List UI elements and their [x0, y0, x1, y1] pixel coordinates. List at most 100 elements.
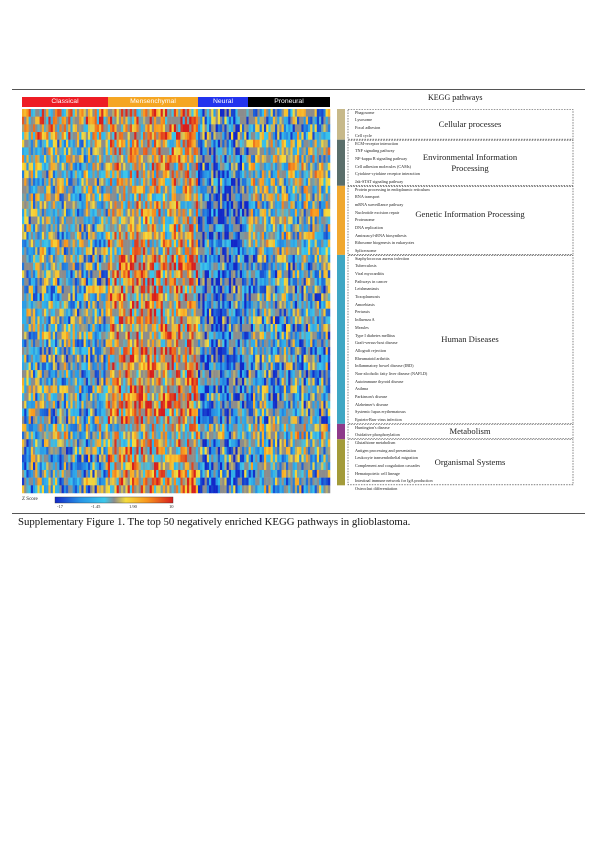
heatmap-cell	[147, 285, 150, 294]
heatmap-cell	[48, 139, 51, 148]
heatmap-cell	[173, 193, 177, 202]
heatmap-cell	[176, 116, 179, 125]
heatmap-cell	[94, 201, 98, 210]
heatmap-cell	[231, 124, 234, 133]
heatmap-cell	[123, 270, 126, 279]
heatmap-cell	[316, 132, 320, 140]
heatmap-cell	[24, 354, 27, 363]
heatmap-cell	[81, 147, 84, 156]
heatmap-cell	[24, 178, 27, 187]
heatmap-cell	[127, 362, 131, 371]
heatmap-cell	[63, 270, 67, 279]
heatmap-cell	[211, 247, 214, 256]
heatmap-cell	[112, 377, 115, 386]
heatmap-cell	[222, 347, 225, 356]
heatmap-cell	[242, 370, 245, 379]
heatmap-cell	[154, 301, 157, 309]
heatmap-cell	[171, 254, 175, 263]
heatmap-cell	[301, 270, 304, 279]
heatmap-cell	[310, 147, 313, 156]
heatmap-cell	[46, 270, 49, 279]
heatmap-cell	[202, 193, 205, 202]
heatmap-cell	[211, 293, 214, 302]
heatmap-cell	[66, 316, 69, 325]
heatmap-cell	[85, 285, 89, 294]
heatmap-cell	[68, 201, 71, 210]
heatmap-cell	[275, 324, 278, 332]
heatmap-cell	[138, 254, 142, 263]
heatmap-cell	[277, 124, 280, 133]
heatmap-cell	[156, 262, 159, 271]
heatmap-cell	[316, 285, 320, 294]
heatmap-cell	[301, 324, 304, 332]
heatmap-cell	[134, 316, 137, 325]
heatmap-cell	[39, 193, 43, 202]
heatmap-cell	[132, 347, 135, 356]
heatmap-cell	[132, 124, 135, 133]
heatmap-cell	[270, 270, 274, 279]
heatmap-cell	[281, 301, 285, 309]
heatmap-cell	[213, 254, 216, 263]
heatmap-cell	[233, 239, 236, 248]
heatmap-cell	[253, 155, 256, 164]
heatmap-cell	[167, 185, 170, 194]
heatmap-cell	[167, 347, 170, 356]
heatmap-cell	[244, 147, 247, 156]
heatmap-cell	[204, 208, 208, 217]
heatmap-cell	[310, 162, 313, 171]
heatmap-cell	[237, 224, 241, 233]
heatmap-cell	[70, 162, 73, 171]
heatmap-cell	[121, 370, 124, 379]
heatmap-cell	[66, 324, 69, 332]
heatmap-cell	[127, 277, 131, 286]
heatmap-cell	[268, 354, 271, 363]
heatmap-cell	[151, 231, 155, 240]
heatmap-cell	[189, 308, 192, 317]
heatmap-cell	[74, 277, 78, 286]
heatmap-cell	[279, 247, 282, 256]
heatmap-cell	[134, 370, 137, 379]
heatmap-cell	[140, 339, 144, 348]
heatmap-cell	[308, 301, 311, 309]
heatmap-cell	[162, 277, 166, 286]
heatmap-cell	[246, 208, 249, 217]
heatmap-cell	[160, 254, 164, 263]
heatmap-cell	[173, 339, 177, 348]
heatmap-cell	[140, 354, 144, 363]
heatmap-cell	[169, 116, 172, 125]
heatmap-cell	[220, 208, 223, 217]
heatmap-cell	[237, 116, 241, 125]
heatmap-cell	[312, 124, 315, 133]
heatmap-cell	[127, 354, 131, 363]
heatmap-cell	[268, 208, 271, 217]
heatmap-cell	[206, 185, 210, 194]
heatmap-cell	[129, 208, 133, 217]
heatmap-cell	[99, 277, 102, 286]
heatmap-cell	[85, 193, 89, 202]
heatmap-cell	[222, 124, 225, 133]
heatmap-cell	[224, 124, 227, 133]
heatmap-cell	[246, 178, 249, 187]
heatmap-cell	[211, 262, 214, 271]
heatmap-cell	[270, 293, 274, 302]
heatmap-cell	[145, 231, 148, 240]
heatmap-cell	[259, 331, 263, 340]
heatmap-cell	[112, 347, 115, 356]
heatmap-cell	[235, 208, 238, 217]
heatmap-cell	[30, 362, 34, 371]
heatmap-cell	[182, 285, 186, 294]
heatmap-cell	[127, 331, 131, 340]
heatmap-cell	[288, 193, 291, 202]
heatmap-cell	[81, 185, 84, 194]
heatmap-cell	[116, 270, 120, 279]
heatmap-cell	[90, 247, 93, 256]
heatmap-cell	[129, 155, 133, 164]
heatmap-cell	[35, 224, 38, 233]
heatmap-cell	[209, 170, 212, 179]
heatmap-cell	[239, 308, 243, 317]
heatmap-cell	[96, 178, 100, 187]
heatmap-cell	[129, 109, 133, 117]
heatmap-cell	[193, 254, 197, 263]
heatmap-cell	[312, 270, 315, 279]
heatmap-cell	[110, 124, 113, 133]
